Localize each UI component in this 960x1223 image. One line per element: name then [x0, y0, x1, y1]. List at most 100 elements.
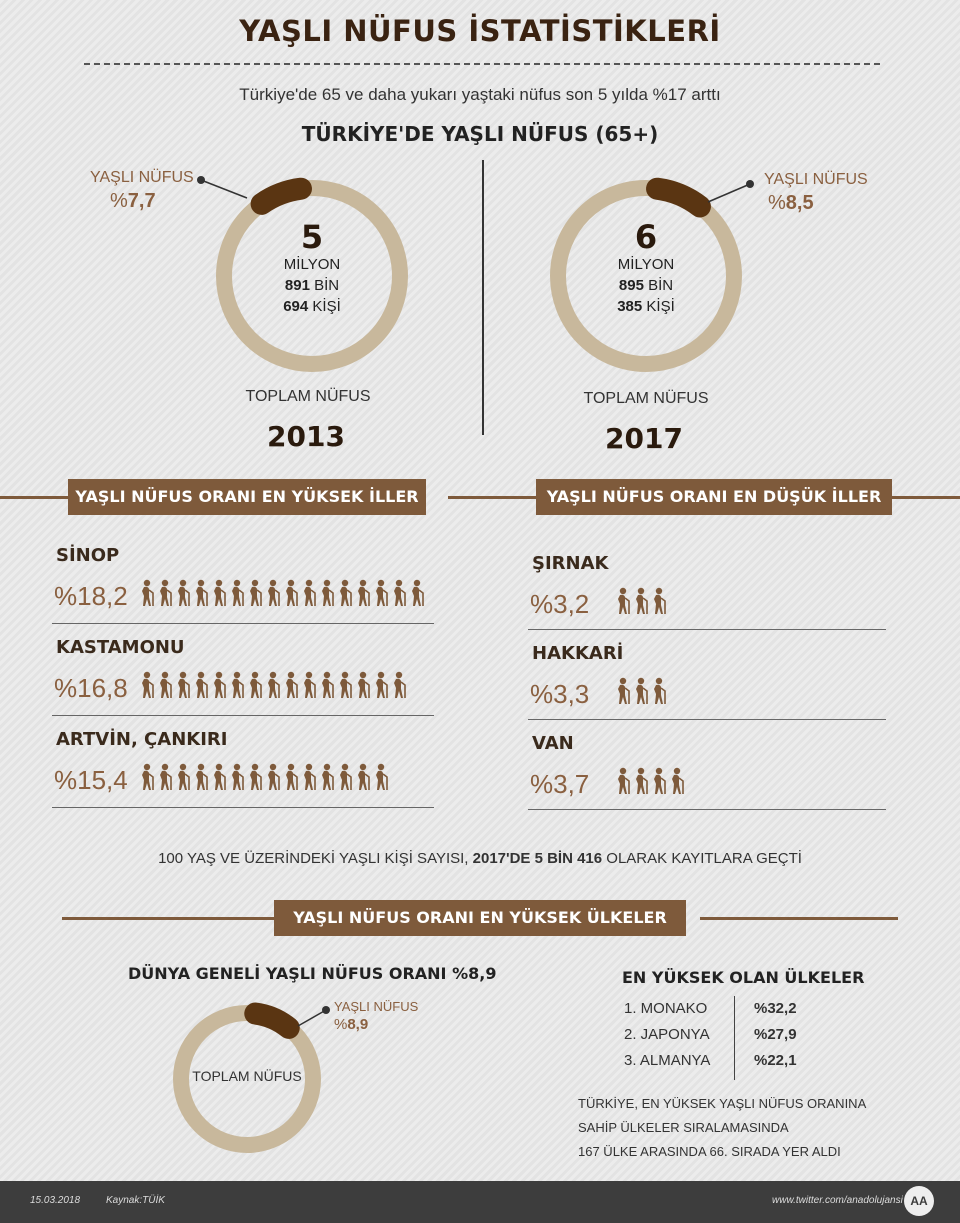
highest-provinces-list: SİNOP %18,2 KASTAMONU %16,8 ARTVİN, ÇANKIRI%…	[52, 545, 434, 821]
elderly-person-icon	[264, 763, 282, 791]
donut-2017-persons: 385 KİŞİ	[617, 298, 675, 315]
row-divider	[528, 719, 886, 720]
world-donut-pct: %8,9	[334, 1016, 369, 1033]
elderly-person-icon	[318, 579, 336, 607]
elderly-person-icon	[210, 763, 228, 791]
donut-2013-label: YAŞLI NÜFUS	[90, 169, 194, 186]
elderly-person-icon	[614, 587, 632, 615]
elderly-person-icon	[138, 579, 156, 607]
donut-2017-center: 6 MİLYON 895 BİN 385 KİŞİ	[566, 220, 726, 317]
elderly-person-icon	[650, 767, 668, 795]
world-donut	[173, 1002, 321, 1153]
elderly-person-icon	[668, 767, 686, 795]
donut-2013-callout: YAŞLI NÜFUS %7,7	[90, 168, 200, 214]
province-value: %3,2	[530, 589, 590, 619]
country-name: 2. JAPONYA	[624, 1026, 710, 1043]
province-row: SİNOP %18,2	[52, 545, 434, 637]
elderly-person-icon	[228, 671, 246, 699]
province-row: HAKKARİ %3,3	[528, 643, 886, 733]
footer-twitter-link[interactable]: www.twitter.com/anadolujansi	[772, 1195, 903, 1206]
donut-2017-thousands: 895 BİN	[618, 277, 674, 294]
elderly-person-icon	[174, 671, 192, 699]
elderly-person-icon	[632, 587, 650, 615]
top-countries-divider	[734, 996, 735, 1080]
province-value: %3,7	[530, 769, 590, 799]
world-banner: YAŞLI NÜFUS ORANI EN YÜKSEK ÜLKELER	[274, 900, 686, 936]
elderly-person-icon	[300, 763, 318, 791]
logo-text: AA	[910, 1194, 928, 1208]
country-name: 3. ALMANYA	[624, 1052, 711, 1069]
country-row: 2. JAPONYA %27,9	[624, 1022, 854, 1048]
province-value: %18,2	[54, 581, 128, 611]
anadolu-agency-logo: AA	[904, 1186, 934, 1216]
right-banner-line	[892, 496, 960, 499]
elderly-person-icon	[246, 579, 264, 607]
elderly-person-icon	[228, 763, 246, 791]
province-name: KASTAMONU	[56, 637, 185, 658]
world-donut-elderly-arc	[244, 1002, 300, 1039]
elderly-person-icon	[156, 763, 174, 791]
donut-2017-pct: %8,5	[768, 192, 814, 214]
middle-banner-line	[448, 496, 536, 499]
province-name: VAN	[532, 733, 574, 754]
donut-2013-unit: MİLYON	[283, 256, 341, 273]
elderly-person-icon	[282, 671, 300, 699]
world-donut-label: YAŞLI NÜFUS	[334, 999, 419, 1014]
note-line: 167 ÜLKE ARASINDA 66. SIRADA YER ALDI	[578, 1144, 841, 1159]
donut-2013-pct: %7,7	[110, 190, 156, 212]
elderly-person-icon	[192, 671, 210, 699]
elderly-person-icon	[408, 579, 426, 607]
elderly-person-icon	[632, 677, 650, 705]
donut-2017	[550, 177, 742, 372]
province-name: ŞIRNAK	[532, 553, 609, 574]
title-divider	[84, 63, 880, 65]
elderly-person-icon	[174, 579, 192, 607]
province-row: ARTVİN, ÇANKIRI %15,4	[52, 729, 434, 821]
top-countries-title: EN YÜKSEK OLAN ÜLKELER	[622, 968, 865, 987]
elderly-person-icon	[264, 671, 282, 699]
elderly-person-icon	[614, 677, 632, 705]
elderly-person-icon	[336, 671, 354, 699]
province-row: KASTAMONU %16,8	[52, 637, 434, 729]
elderly-person-icon	[246, 763, 264, 791]
elderly-person-icon	[650, 677, 668, 705]
elderly-person-icon	[372, 671, 390, 699]
country-pct: %32,2	[754, 1000, 797, 1017]
elderly-person-icon	[336, 579, 354, 607]
turkey-section-title: TÜRKİYE'DE YAŞLI NÜFUS (65+)	[301, 122, 659, 146]
donut-2013-millions: 5	[300, 218, 324, 256]
world-banner-line-right	[700, 917, 898, 920]
elderly-person-icon	[246, 671, 264, 699]
donut-2017-elderly-arc	[646, 177, 711, 218]
province-name: SİNOP	[56, 545, 120, 566]
elderly-person-icon	[336, 763, 354, 791]
donut-2017-unit: MİLYON	[617, 256, 675, 273]
world-donut-center: TOPLAM NÜFUS	[192, 1068, 302, 1084]
donut-2013	[216, 177, 408, 372]
elderly-person-icon	[372, 579, 390, 607]
elderly-person-icon	[318, 763, 336, 791]
elderly-person-icon	[210, 671, 228, 699]
donut-2017-year: 2017	[605, 422, 683, 455]
elderly-person-icon	[354, 579, 372, 607]
footer-date: 15.03.2018	[30, 1195, 81, 1206]
province-name: HAKKARİ	[532, 643, 624, 664]
elderly-person-icon	[300, 671, 318, 699]
elderly-person-icon	[318, 671, 336, 699]
footer-source: Kaynak:TÜİK	[106, 1195, 165, 1206]
donut-2017-label: YAŞLI NÜFUS	[764, 171, 868, 188]
elderly-person-icon	[192, 763, 210, 791]
country-pct: %22,1	[754, 1052, 797, 1069]
donut-2013-center: 5 MİLYON 891 BİN 694 KİŞİ	[232, 220, 392, 317]
vertical-divider	[482, 160, 484, 435]
country-row: 3. ALMANYA %22,1	[624, 1048, 854, 1074]
elderly-person-icon	[354, 763, 372, 791]
note-line: TÜRKİYE, EN YÜKSEK YAŞLI NÜFUS ORANINA	[578, 1096, 867, 1111]
centenarian-note: 100 YAŞ VE ÜZERİNDEKİ YAŞLI KİŞİ SAYISI,…	[158, 850, 802, 867]
elderly-icons	[138, 671, 408, 699]
elderly-person-icon	[390, 671, 408, 699]
note-line: SAHİP ÜLKELER SIRALAMASINDA	[578, 1120, 789, 1135]
donut-2017-total-label: TOPLAM NÜFUS	[583, 390, 709, 407]
world-banner-line-left	[62, 917, 274, 920]
row-divider	[52, 807, 434, 808]
